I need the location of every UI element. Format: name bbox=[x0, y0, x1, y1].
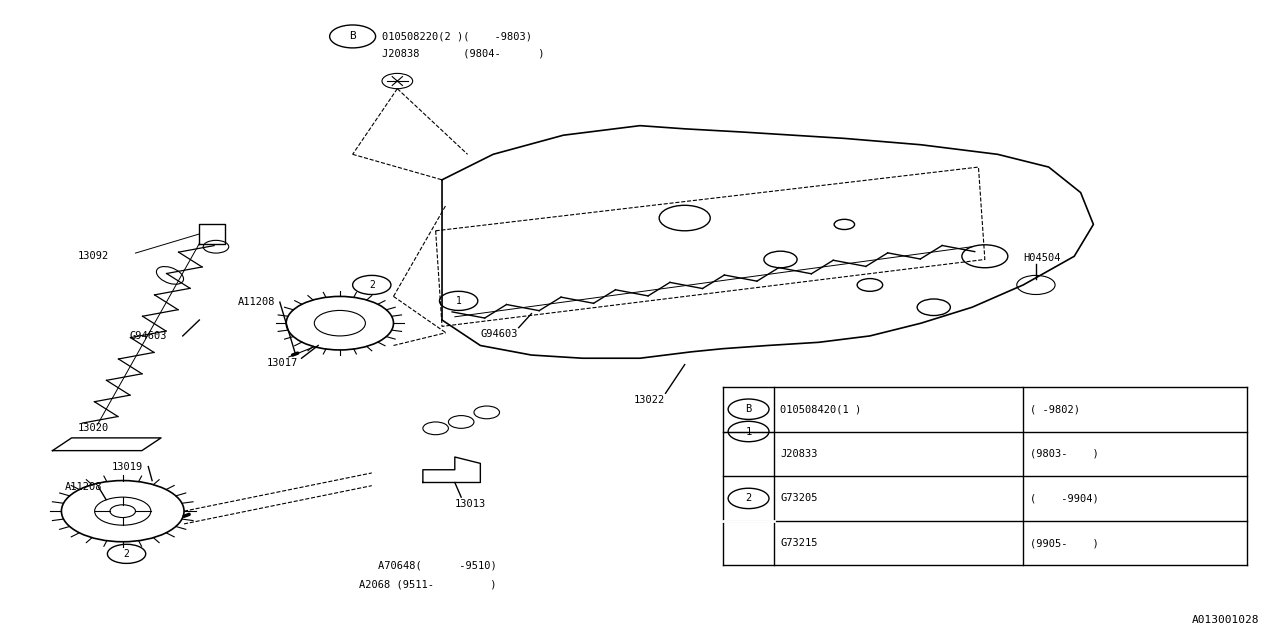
Text: ( -9802): ( -9802) bbox=[1029, 404, 1079, 414]
Text: (    -9904): ( -9904) bbox=[1029, 493, 1098, 504]
Text: 13019: 13019 bbox=[111, 461, 142, 472]
Text: J20838       (9804-      ): J20838 (9804- ) bbox=[381, 49, 544, 59]
Text: A11208: A11208 bbox=[65, 482, 102, 492]
Text: 13017: 13017 bbox=[268, 358, 298, 369]
Text: 1: 1 bbox=[456, 296, 462, 306]
Text: B: B bbox=[745, 404, 751, 414]
Text: 2: 2 bbox=[369, 280, 375, 290]
Text: A2068 (9511-         ): A2068 (9511- ) bbox=[358, 579, 497, 589]
Text: G94603: G94603 bbox=[480, 329, 518, 339]
Text: G73215: G73215 bbox=[781, 538, 818, 548]
Text: 010508220(2 )(    -9803): 010508220(2 )( -9803) bbox=[381, 31, 532, 42]
Text: 010508420(1 ): 010508420(1 ) bbox=[781, 404, 861, 414]
Text: H04504: H04504 bbox=[1023, 253, 1061, 262]
Text: 13092: 13092 bbox=[78, 252, 109, 261]
Text: 13020: 13020 bbox=[78, 423, 109, 433]
Text: B: B bbox=[349, 31, 356, 42]
Text: A11208: A11208 bbox=[238, 297, 275, 307]
Text: G73205: G73205 bbox=[781, 493, 818, 504]
Text: A013001028: A013001028 bbox=[1192, 614, 1260, 625]
Text: 1: 1 bbox=[745, 426, 751, 436]
Text: (9905-    ): (9905- ) bbox=[1029, 538, 1098, 548]
Text: 2: 2 bbox=[745, 493, 751, 504]
Text: 2: 2 bbox=[124, 549, 129, 559]
Text: 13013: 13013 bbox=[454, 499, 486, 509]
Text: G94603: G94603 bbox=[129, 331, 166, 341]
Text: J20833: J20833 bbox=[781, 449, 818, 459]
Text: A70648(      -9510): A70648( -9510) bbox=[378, 561, 497, 570]
Text: (9803-    ): (9803- ) bbox=[1029, 449, 1098, 459]
Text: 13022: 13022 bbox=[634, 395, 664, 404]
